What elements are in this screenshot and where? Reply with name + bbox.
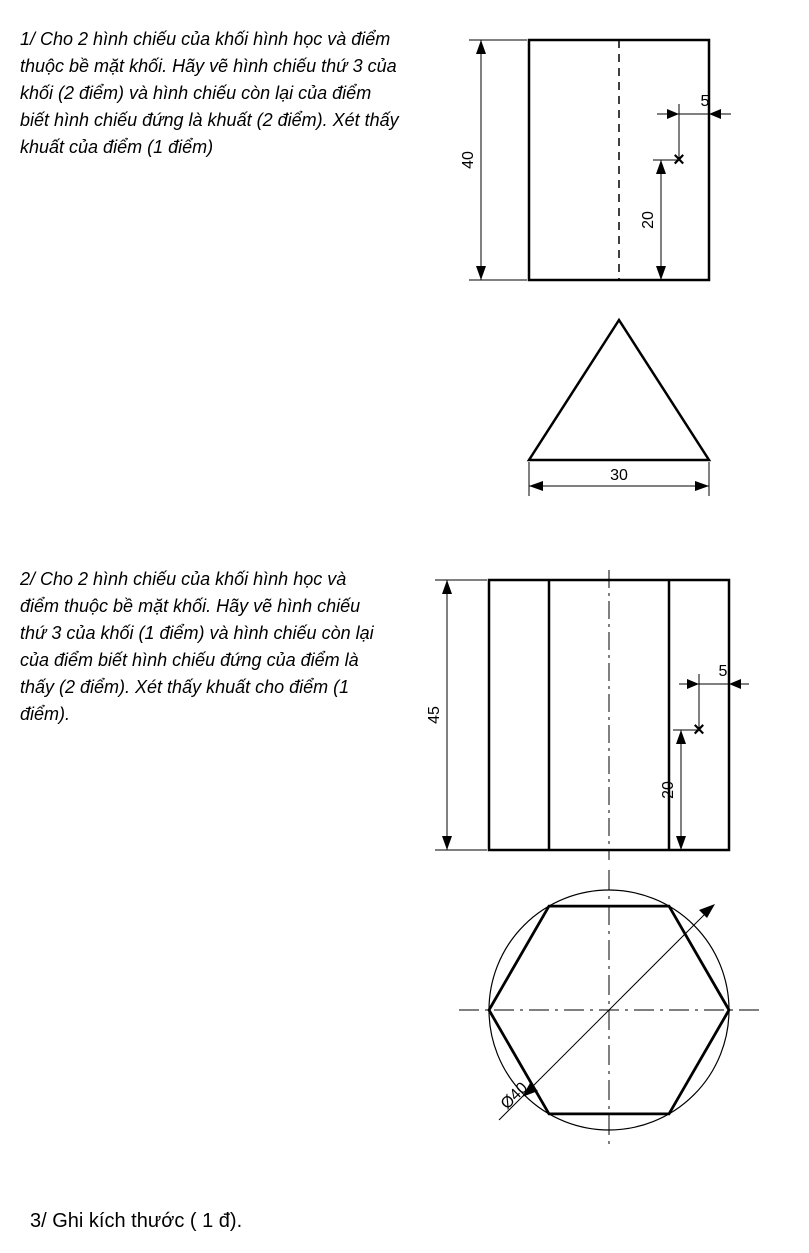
q2-figures: 45 × 5 20: [389, 560, 789, 1170]
q2-dia-label: Ø40: [498, 1079, 531, 1112]
q1-front-view: 40 × 5 20: [409, 20, 789, 300]
q1-dim5-label: 5: [701, 93, 710, 110]
q2-dim20-label: 20: [660, 781, 677, 799]
q2-text: 2/ Cho 2 hình chiếu của khối hình học và…: [20, 560, 389, 728]
q2-dim5-label: 5: [719, 663, 728, 680]
q1-top-view: 30: [409, 300, 789, 520]
q1-base-label: 30: [610, 467, 628, 484]
q1-figures: 40 × 5 20: [409, 20, 789, 520]
q2-height-label: 45: [426, 706, 443, 724]
q2-top-view: Ø40: [389, 870, 789, 1170]
q1-text: 1/ Cho 2 hình chiếu của khối hình học và…: [20, 20, 409, 161]
question-1-row: 1/ Cho 2 hình chiếu của khối hình học và…: [20, 20, 789, 520]
q1-dim20-label: 20: [640, 211, 657, 229]
q2-front-view: 45 × 5 20: [389, 560, 789, 870]
q1-height-label: 40: [460, 151, 477, 169]
q3-text: 3/ Ghi kích thước ( 1 đ).: [20, 1210, 789, 1233]
question-2-row: 2/ Cho 2 hình chiếu của khối hình học và…: [20, 560, 789, 1170]
